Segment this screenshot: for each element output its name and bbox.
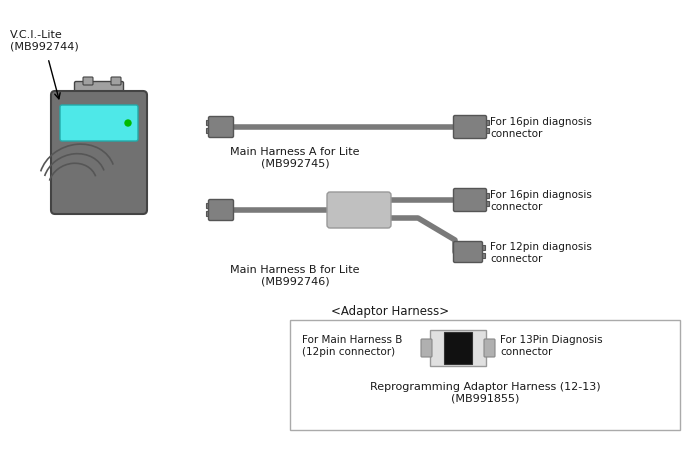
Bar (206, 120, 211, 125)
FancyBboxPatch shape (111, 77, 121, 85)
Bar (484, 193, 489, 198)
Text: For 16pin diagnosis
connector: For 16pin diagnosis connector (490, 190, 592, 212)
Text: V.C.I.-Lite
(MB992744): V.C.I.-Lite (MB992744) (10, 30, 78, 52)
Bar (206, 203, 211, 208)
Bar (206, 128, 211, 133)
Bar (444, 332, 472, 364)
FancyBboxPatch shape (421, 339, 432, 357)
FancyBboxPatch shape (209, 199, 234, 220)
Bar (484, 128, 489, 133)
Text: For 13Pin Diagnosis
connector: For 13Pin Diagnosis connector (500, 335, 603, 356)
Bar (206, 211, 211, 216)
Bar (430, 330, 486, 366)
FancyBboxPatch shape (83, 77, 93, 85)
Text: Reprogramming Adaptor Harness (12-13)
(MB991855): Reprogramming Adaptor Harness (12-13) (M… (370, 382, 601, 404)
FancyBboxPatch shape (484, 339, 495, 357)
Text: For Main Harness B
(12pin connector): For Main Harness B (12pin connector) (302, 335, 402, 356)
FancyBboxPatch shape (51, 91, 147, 214)
Text: For 16pin diagnosis
connector: For 16pin diagnosis connector (490, 117, 592, 139)
Text: Main Harness A for Lite
(MB992745): Main Harness A for Lite (MB992745) (230, 147, 360, 169)
FancyBboxPatch shape (454, 242, 482, 262)
FancyBboxPatch shape (454, 116, 486, 139)
Text: Main Harness B for Lite
(MB992746): Main Harness B for Lite (MB992746) (230, 265, 360, 287)
FancyBboxPatch shape (60, 105, 138, 141)
FancyBboxPatch shape (74, 81, 123, 99)
Bar (480, 245, 485, 250)
Text: <Adaptor Harness>: <Adaptor Harness> (331, 305, 449, 318)
Text: For 12pin diagnosis
connector: For 12pin diagnosis connector (490, 242, 592, 264)
Bar (484, 120, 489, 125)
Bar (290, 320, 680, 430)
FancyBboxPatch shape (327, 192, 391, 228)
Bar (484, 201, 489, 206)
FancyBboxPatch shape (209, 117, 234, 138)
Bar (480, 253, 485, 258)
Circle shape (125, 120, 131, 126)
FancyBboxPatch shape (454, 189, 486, 211)
